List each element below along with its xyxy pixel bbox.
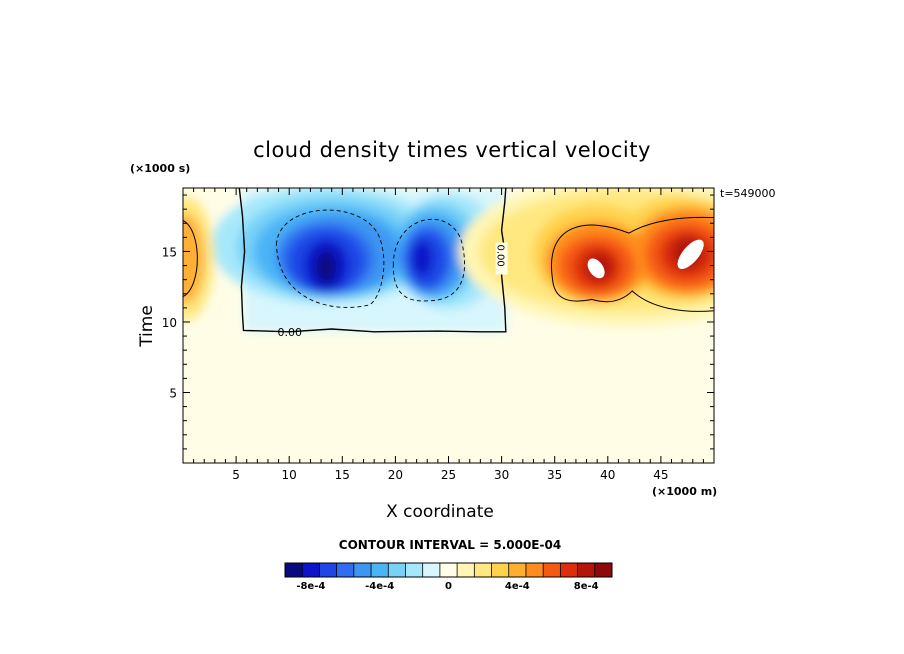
neg-layer: [410, 240, 433, 277]
zero-contour-label: 0.00: [278, 326, 303, 339]
y-axis-label: Time: [136, 305, 157, 347]
x-tick-label: 30: [494, 468, 509, 482]
colorbar-swatch: [405, 563, 424, 577]
x-tick-label: 20: [388, 468, 403, 482]
time-stamp: t=549000: [720, 187, 776, 200]
x-tick-label: 35: [547, 468, 562, 482]
negative-contour: [276, 209, 385, 308]
colorbar-swatch: [285, 563, 303, 577]
colorbar-swatch: [422, 563, 441, 577]
positive-contour: [183, 219, 198, 298]
axes: 5 10 15 20 25 30 35 40 45 5 10 15: [162, 188, 714, 482]
negative-contour: [392, 219, 466, 302]
x-axis-units: (×1000 m): [652, 485, 718, 498]
neg-layer: [316, 250, 337, 283]
x-tick-label: 5: [232, 468, 240, 482]
colorbar-swatch: [319, 563, 338, 577]
y-tick-label: 5: [169, 386, 177, 400]
colorbar-frame: [284, 562, 613, 578]
colorbar-tick-label: 0: [445, 581, 452, 592]
positive-contour: [550, 216, 714, 312]
zero-contour-label: 0.00: [495, 245, 506, 267]
pos-layer: [183, 213, 205, 304]
colorbar-swatch: [594, 563, 613, 577]
x-tick-label: 10: [282, 468, 297, 482]
y-tick-label: 10: [162, 316, 177, 330]
colorbar: -8e-4 -4e-4 0 4e-4 8e-4: [284, 562, 613, 592]
x-tick-label: 25: [441, 468, 456, 482]
colorbar-swatch: [457, 563, 475, 577]
colorbar-tick-label: -8e-4: [296, 581, 325, 592]
colorbar-swatch: [336, 563, 355, 577]
chart-title: cloud density times vertical velocity: [253, 138, 651, 162]
x-tick-label: 40: [600, 468, 615, 482]
heatmap-field: [183, 188, 714, 463]
contour-interval: CONTOUR INTERVAL = 5.000E-04: [338, 538, 562, 552]
saturated-core: [677, 239, 704, 269]
colorbar-swatch: [474, 563, 492, 577]
x-axis-label: X coordinate: [386, 502, 494, 522]
colorbar-tick-label: 8e-4: [574, 581, 599, 592]
y-axis-units: (×1000 s): [130, 162, 191, 175]
y-tick-label: 15: [162, 245, 177, 259]
saturated-core: [587, 258, 605, 279]
field-layers: [183, 188, 714, 332]
x-tick-label: 45: [653, 468, 668, 482]
colorbar-swatch: [577, 563, 596, 577]
colorbar-swatch: [543, 563, 561, 577]
colorbar-swatch: [388, 563, 406, 577]
colorbar-tick-label: -4e-4: [365, 581, 394, 592]
colorbar-tick-label: 4e-4: [505, 581, 530, 592]
contour-lines: 0.00 0.00: [183, 188, 714, 339]
colorbar-swatch: [508, 563, 527, 577]
colorbar-swatch: [560, 563, 578, 577]
colorbar-swatch: [302, 563, 320, 577]
colorbar-swatch: [491, 563, 510, 577]
colorbar-swatch: [371, 563, 389, 577]
contour-label-gap: [495, 242, 508, 275]
colorbar-swatch: [439, 563, 458, 577]
x-tick-label: 15: [335, 468, 350, 482]
colorbar-swatch: [353, 563, 372, 577]
colorbar-swatch: [525, 563, 544, 577]
